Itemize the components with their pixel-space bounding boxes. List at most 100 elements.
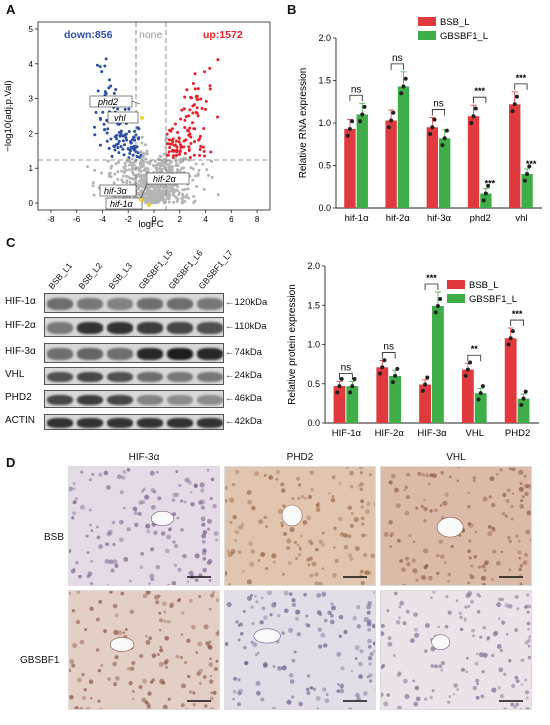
blot-band <box>107 322 133 334</box>
up-count: up:1572 <box>203 29 243 41</box>
volcano-point <box>209 159 213 163</box>
significance-bracket <box>431 109 446 116</box>
significance-label: ** <box>471 344 479 354</box>
volcano-point <box>199 97 203 101</box>
data-point <box>471 114 476 119</box>
blot-band <box>77 394 103 406</box>
gene-label-hif1a: hif-1α <box>110 199 134 209</box>
volcano-point <box>142 164 146 168</box>
data-point <box>440 143 445 148</box>
ihc-image <box>380 590 532 710</box>
volcano-point <box>140 156 144 160</box>
blot-band <box>107 394 133 406</box>
volcano-point <box>188 108 192 112</box>
volcano-ytick: 4 <box>29 60 34 69</box>
data-point <box>391 110 396 115</box>
volcano-point <box>167 200 171 204</box>
volcano-point <box>189 135 193 139</box>
ihc-image <box>68 590 220 710</box>
volcano-point <box>191 121 195 125</box>
volcano-point <box>169 187 173 191</box>
volcano-point <box>156 193 160 197</box>
bar-gbsbf1 <box>439 138 451 208</box>
x-tick-label: HIF-1α <box>332 428 362 439</box>
volcano-point <box>188 126 192 130</box>
volcano-point <box>176 168 180 172</box>
volcano-point <box>175 196 179 200</box>
ihc-image <box>380 466 532 586</box>
volcano-point <box>116 142 120 146</box>
volcano-point <box>143 173 147 177</box>
volcano-point <box>157 197 161 201</box>
volcano-point <box>196 87 200 91</box>
blot-band <box>77 298 103 310</box>
volcano-point <box>181 192 185 196</box>
gene-label-vhl: vhl <box>114 113 127 123</box>
legend-swatch <box>418 31 436 40</box>
volcano-xtick: 2 <box>178 215 183 224</box>
volcano-point <box>170 127 174 131</box>
bar-gbsbf1 <box>480 193 492 208</box>
volcano-point <box>102 128 106 132</box>
volcano-point <box>114 162 118 166</box>
data-point <box>430 125 435 130</box>
volcano-point <box>123 143 127 147</box>
blot-band <box>197 418 223 428</box>
blot-size-label: ←120kDa <box>225 297 268 308</box>
significance-label-secondary: *** <box>485 178 496 188</box>
volcano-point <box>184 195 188 199</box>
volcano-point <box>183 151 187 155</box>
volcano-point <box>174 154 178 158</box>
volcano-point <box>102 122 106 126</box>
volcano-point <box>150 185 154 189</box>
x-tick-label: hif-1α <box>345 213 369 224</box>
data-point <box>337 384 342 389</box>
volcano-point <box>201 162 205 166</box>
significance-label: ns <box>433 99 444 110</box>
significance-label: *** <box>516 73 527 83</box>
blot-band <box>107 348 133 360</box>
volcano-point <box>98 143 102 147</box>
y-tick-label: 0.5 <box>307 379 320 389</box>
data-point <box>506 342 511 347</box>
volcano-point <box>127 175 131 179</box>
significance-label: *** <box>474 86 485 96</box>
significance-label-secondary: *** <box>526 159 537 169</box>
volcano-point <box>112 91 116 95</box>
volcano-point <box>191 167 195 171</box>
volcano-point <box>216 193 220 197</box>
legend-swatch <box>447 294 465 303</box>
volcano-point <box>169 166 173 170</box>
volcano-point <box>195 184 199 188</box>
bar-gbsbf1 <box>432 306 444 423</box>
volcano-ytick: 1 <box>29 164 34 173</box>
volcano-point <box>195 97 199 101</box>
volcano-point <box>85 165 89 169</box>
blot-band <box>167 418 193 428</box>
volcano-point <box>133 145 137 149</box>
y-axis-label: Relative RNA expression <box>298 68 309 179</box>
x-tick-label: vhl <box>515 213 527 224</box>
volcano-point <box>135 155 139 159</box>
volcano-point <box>122 171 126 175</box>
bar-bsb <box>509 104 521 208</box>
volcano-point <box>158 166 162 170</box>
volcano-point <box>138 173 142 177</box>
volcano-point <box>166 153 170 157</box>
x-tick-label: phd2 <box>470 213 491 224</box>
bar-bsb <box>376 367 389 423</box>
ihc-row-title-gbsbf1: GBSBF1 <box>20 655 60 666</box>
volcano-point <box>193 127 197 131</box>
volcano-point <box>181 188 185 192</box>
volcano-point <box>154 198 158 202</box>
volcano-point <box>107 86 111 90</box>
bar-gbsbf1 <box>389 375 402 423</box>
volcano-point <box>92 193 96 197</box>
volcano-point <box>133 129 137 133</box>
volcano-point <box>187 158 191 162</box>
volcano-xtick: -8 <box>47 215 55 224</box>
volcano-point <box>114 88 118 92</box>
ihc-col-title-vhl: VHL <box>446 452 466 463</box>
blot-protein-label: PHD2 <box>5 392 32 403</box>
volcano-point <box>137 127 141 131</box>
